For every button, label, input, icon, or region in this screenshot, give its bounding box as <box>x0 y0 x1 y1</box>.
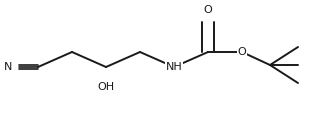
Text: O: O <box>238 47 246 57</box>
Text: NH: NH <box>166 62 182 72</box>
Text: N: N <box>4 62 12 72</box>
Text: OH: OH <box>98 82 115 92</box>
Text: O: O <box>203 5 213 15</box>
